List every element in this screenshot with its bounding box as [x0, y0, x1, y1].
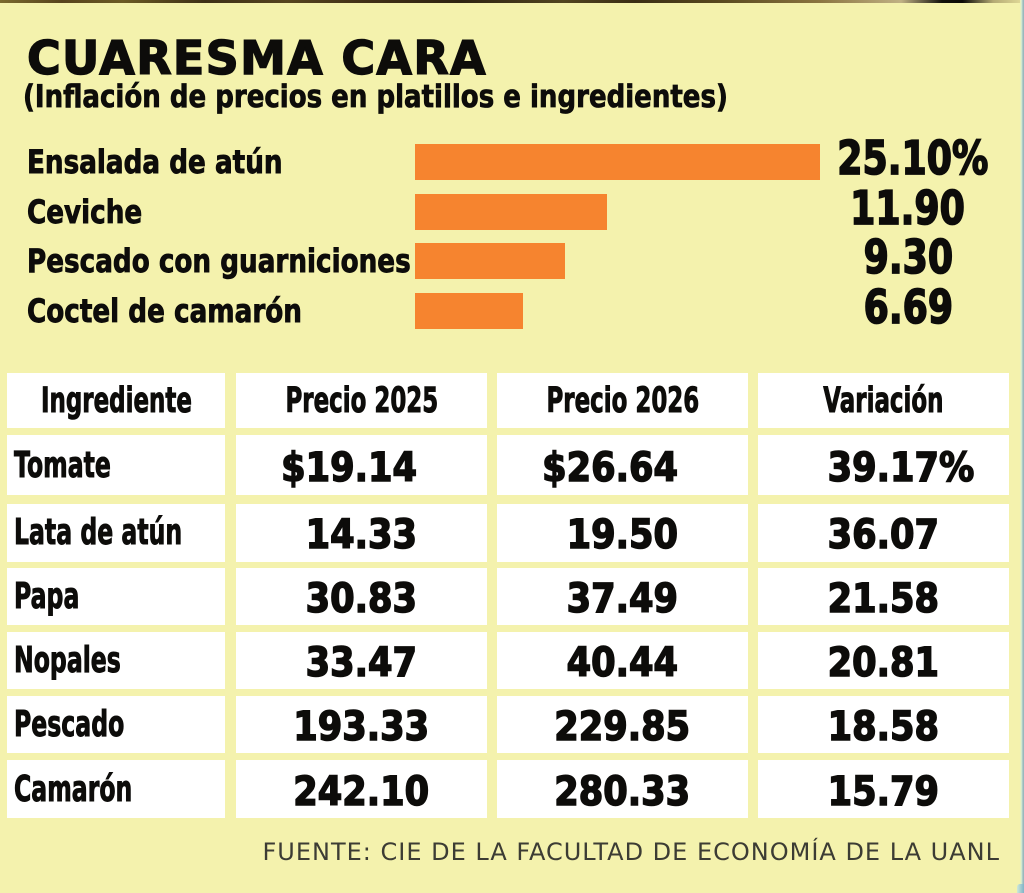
cell-text: Pescado [14, 704, 125, 746]
bar-value-text: 9.30 [863, 229, 954, 285]
cell-text: 18.58 [827, 703, 940, 751]
bar-label: Coctel de camarón [27, 292, 362, 331]
cell-text: 40.44 [566, 639, 679, 687]
column-header-text: Precio 2026 [546, 380, 699, 421]
table-cell: 20.81 [758, 632, 1009, 689]
cell-text: $19.14 [281, 444, 418, 492]
table-cell: 37.49 [497, 568, 748, 625]
bar-value: 11.90 [819, 180, 997, 236]
cell-text: 37.49 [566, 575, 679, 623]
page-subtitle-text: (Inflación de precios en platillos e ing… [23, 79, 729, 115]
table-cell: $26.64 [497, 435, 748, 495]
bar-label-text: Pescado con guarniciones [27, 242, 411, 281]
photo-edge-right [1020, 0, 1024, 893]
source-note-text: FUENTE: CIE DE LA FACULTAD DE ECONOMÍA D… [262, 838, 1000, 866]
table-cell: Lata de atún [7, 504, 225, 562]
cell-text: 280.33 [554, 768, 691, 816]
table-cell: Papa [7, 568, 225, 625]
photo-edge-corner [1017, 884, 1024, 893]
bar-row: Pescado con guarniciones 9.30 [0, 229, 1024, 286]
cell-text: 33.47 [305, 639, 418, 687]
bar-value-text: 25.10% [837, 130, 989, 186]
table-cell: 242.10 [236, 760, 487, 818]
bar-value: 6.69 [819, 279, 997, 335]
table-header-cell: Precio 2026 [497, 373, 748, 428]
column-header-text: Ingrediente [40, 380, 192, 421]
table-cell: 19.50 [497, 504, 748, 562]
table-cell: 39.17% [758, 435, 1009, 495]
table-cell: 40.44 [497, 632, 748, 689]
cell-text: $26.64 [542, 444, 679, 492]
bar-label: Ceviche [27, 192, 167, 231]
bar-value: 9.30 [819, 229, 997, 285]
source-note: FUENTE: CIE DE LA FACULTAD DE ECONOMÍA D… [0, 838, 1000, 866]
bar [415, 144, 821, 180]
bar-value-text: 11.90 [850, 180, 966, 236]
table-cell: Tomate [7, 435, 225, 495]
table-cell: Camarón [7, 760, 225, 818]
column-header-text: Precio 2025 [285, 380, 438, 421]
bar-label-text: Coctel de camarón [27, 292, 303, 331]
bar-value: 25.10% [816, 130, 994, 186]
cell-text: 39.17% [827, 444, 975, 492]
cell-text: Tomate [14, 444, 112, 486]
bar-label: Ensalada de atún [27, 143, 339, 182]
table-header-cell: Variación [758, 373, 1009, 428]
page-subtitle: (Inflación de precios en platillos e ing… [23, 79, 862, 115]
page-title: CUARESMA CARA [26, 31, 487, 85]
cell-text: 20.81 [827, 639, 940, 687]
cell-text: 242.10 [293, 768, 430, 816]
bar-label-text: Ensalada de atún [27, 143, 283, 182]
table-cell: 229.85 [497, 696, 748, 753]
cell-text: 193.33 [293, 703, 430, 751]
table-cell: Nopales [7, 632, 225, 689]
table-cell: 18.58 [758, 696, 1009, 753]
cell-text: 36.07 [827, 511, 940, 559]
table-header-cell: Precio 2025 [236, 373, 487, 428]
photo-edge-top [0, 0, 1024, 3]
bar [415, 293, 523, 330]
cell-text: 19.50 [566, 511, 679, 559]
table-cell: Pescado [7, 696, 225, 753]
bar [415, 243, 566, 280]
cell-text: 229.85 [554, 703, 691, 751]
table-header-cell: Ingrediente [7, 373, 225, 428]
bar-row: Ceviche 11.90 [0, 180, 1024, 237]
bar-row: Ensalada de atún 25.10% [0, 130, 1024, 187]
table-cell: $19.14 [236, 435, 487, 495]
bar-label: Pescado con guarniciones [27, 242, 495, 281]
cell-text: 15.79 [827, 768, 940, 816]
cell-text: Lata de atún [14, 512, 183, 554]
table-cell: 280.33 [497, 760, 748, 818]
table-cell: 15.79 [758, 760, 1009, 818]
cell-text: 14.33 [305, 511, 418, 559]
cell-text: 30.83 [305, 575, 418, 623]
table-cell: 30.83 [236, 568, 487, 625]
table-cell: 14.33 [236, 504, 487, 562]
cell-text: Camarón [14, 768, 133, 810]
table-cell: 21.58 [758, 568, 1009, 625]
cell-text: 21.58 [827, 575, 940, 623]
table-cell: 193.33 [236, 696, 487, 753]
cell-text: Nopales [14, 640, 121, 682]
table-cell: 33.47 [236, 632, 487, 689]
bar-row: Coctel de camarón 6.69 [0, 279, 1024, 336]
bar [415, 193, 608, 230]
bar-label-text: Ceviche [27, 192, 143, 231]
bar-value-text: 6.69 [863, 279, 954, 335]
page-title-text: CUARESMA CARA [26, 31, 487, 85]
table-cell: 36.07 [758, 504, 1009, 562]
column-header-text: Variación [823, 380, 944, 421]
cell-text: Papa [14, 576, 80, 618]
